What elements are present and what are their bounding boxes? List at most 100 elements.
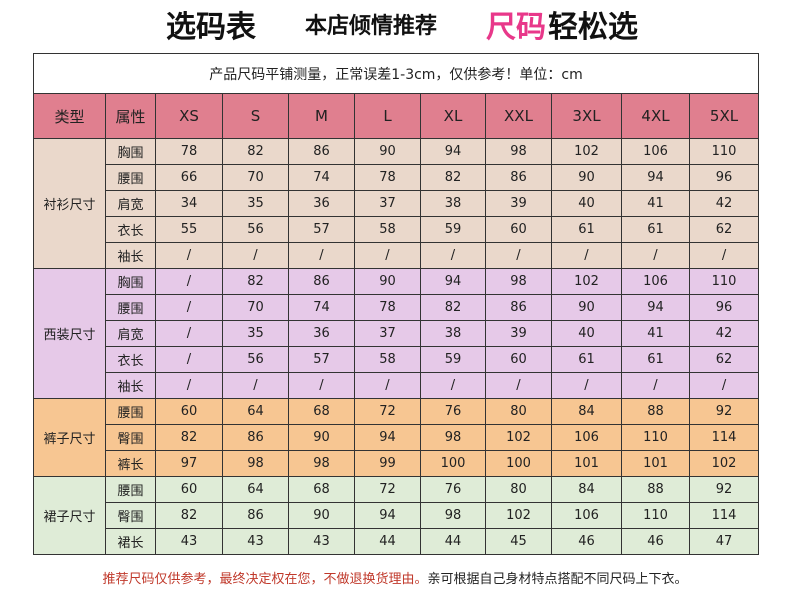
table-row: 衣长 55 56 57 58 59 60 61 61 62 bbox=[33, 216, 760, 243]
value-cell: 43 bbox=[155, 528, 223, 555]
value-cell: 102 bbox=[551, 138, 622, 165]
category-cell: 西装尺寸 bbox=[33, 268, 106, 399]
value-cell: 106 bbox=[551, 424, 622, 451]
size-table: 产品尺码平铺测量，正常误差1-3cm，仅供参考！单位：cm 类型 属性 XS S M L XL… bbox=[32, 53, 760, 555]
value-cell: 78 bbox=[354, 164, 421, 191]
category-cell: 衬衫尺寸 bbox=[33, 138, 106, 269]
value-cell: 82 bbox=[222, 268, 289, 295]
value-cell: 39 bbox=[485, 190, 552, 217]
value-cell: 82 bbox=[420, 294, 486, 321]
value-cell: 102 bbox=[688, 450, 760, 477]
attribute-cell: 肩宽 bbox=[105, 320, 156, 347]
value-cell: 90 bbox=[288, 502, 355, 529]
column-header: 类型 bbox=[33, 93, 106, 139]
value-cell: 42 bbox=[688, 320, 760, 347]
value-cell: 72 bbox=[354, 476, 421, 503]
value-cell: 94 bbox=[420, 138, 486, 165]
value-cell: 61 bbox=[621, 216, 690, 243]
value-cell: 57 bbox=[288, 346, 355, 373]
value-cell: 39 bbox=[485, 320, 552, 347]
column-header: XL bbox=[420, 93, 486, 139]
value-cell: / bbox=[621, 242, 690, 269]
footer-disclaimer: 推荐尺码仅供参考，最终决定权在您，不做退换货理由。 bbox=[102, 572, 428, 587]
column-header: XS bbox=[155, 93, 223, 139]
footer-note: 推荐尺码仅供参考，最终决定权在您，不做退换货理由。亲可根据自己身材特点搭配不同尺… bbox=[0, 568, 790, 587]
value-cell: 101 bbox=[621, 450, 690, 477]
table-row: 臀围 82 86 90 94 98 102 106 110 114 bbox=[33, 502, 760, 529]
value-cell: 94 bbox=[621, 294, 690, 321]
value-cell: 46 bbox=[551, 528, 622, 555]
value-cell: 110 bbox=[621, 502, 690, 529]
value-cell: 110 bbox=[688, 268, 760, 295]
value-cell: 56 bbox=[222, 346, 289, 373]
attribute-cell: 袖长 bbox=[105, 372, 156, 399]
value-cell: 34 bbox=[155, 190, 223, 217]
value-cell: 59 bbox=[420, 216, 486, 243]
value-cell: / bbox=[155, 294, 223, 321]
attribute-cell: 裙长 bbox=[105, 528, 156, 555]
value-cell: 90 bbox=[354, 268, 421, 295]
value-cell: 76 bbox=[420, 398, 486, 425]
table-row: 裙长 43 43 43 44 44 45 46 46 47 bbox=[33, 528, 760, 555]
value-cell: 35 bbox=[222, 320, 289, 347]
value-cell: 68 bbox=[288, 398, 355, 425]
value-cell: 55 bbox=[155, 216, 223, 243]
table-row: 腰围/70 74 78 82 86 90 94 96 bbox=[33, 294, 760, 321]
value-cell: / bbox=[354, 372, 421, 399]
column-header: 4XL bbox=[621, 93, 690, 139]
value-cell: 61 bbox=[551, 346, 622, 373]
value-cell: 56 bbox=[222, 216, 289, 243]
value-cell: 43 bbox=[288, 528, 355, 555]
value-cell: 46 bbox=[621, 528, 690, 555]
value-cell: / bbox=[155, 242, 223, 269]
value-cell: / bbox=[621, 372, 690, 399]
value-cell: 47 bbox=[688, 528, 760, 555]
value-cell: 100 bbox=[485, 450, 552, 477]
value-cell: 78 bbox=[155, 138, 223, 165]
value-cell: 60 bbox=[485, 216, 552, 243]
value-cell: 92 bbox=[688, 476, 760, 503]
value-cell: 80 bbox=[485, 398, 552, 425]
attribute-cell: 衣长 bbox=[105, 346, 156, 373]
value-cell: 43 bbox=[222, 528, 289, 555]
attribute-cell: 裤长 bbox=[105, 450, 156, 477]
value-cell: 42 bbox=[688, 190, 760, 217]
value-cell: 58 bbox=[354, 216, 421, 243]
value-cell: 92 bbox=[688, 398, 760, 425]
value-cell: 94 bbox=[621, 164, 690, 191]
value-cell: 44 bbox=[420, 528, 486, 555]
attribute-cell: 腰围 bbox=[105, 398, 156, 425]
title-easy-pick: 轻松选 bbox=[548, 10, 638, 45]
table-row: 肩宽/35 36 37 38 39 40 41 42 bbox=[33, 320, 760, 347]
value-cell: 106 bbox=[551, 502, 622, 529]
attribute-cell: 腰围 bbox=[105, 476, 156, 503]
category-cell: 裤子尺寸 bbox=[33, 398, 106, 477]
value-cell: / bbox=[485, 242, 552, 269]
value-cell: 98 bbox=[222, 450, 289, 477]
attribute-cell: 肩宽 bbox=[105, 190, 156, 217]
value-cell: 86 bbox=[288, 268, 355, 295]
value-cell: 110 bbox=[621, 424, 690, 451]
value-cell: 38 bbox=[420, 320, 486, 347]
value-cell: 102 bbox=[485, 502, 552, 529]
value-cell: / bbox=[222, 242, 289, 269]
value-cell: 36 bbox=[288, 190, 355, 217]
value-cell: / bbox=[551, 242, 622, 269]
measurement-note: 产品尺码平铺测量，正常误差1-3cm，仅供参考！单位：cm bbox=[32, 53, 760, 94]
value-cell: 72 bbox=[354, 398, 421, 425]
value-cell: 86 bbox=[485, 294, 552, 321]
value-cell: / bbox=[155, 268, 223, 295]
value-cell: 68 bbox=[288, 476, 355, 503]
category-cell: 裙子尺寸 bbox=[33, 476, 106, 555]
title-size-highlight: 尺码 bbox=[486, 10, 546, 45]
value-cell: 40 bbox=[551, 320, 622, 347]
value-cell: 96 bbox=[688, 164, 760, 191]
value-cell: 86 bbox=[222, 424, 289, 451]
value-cell: 64 bbox=[222, 476, 289, 503]
table-row: 臀围 82 86 90 94 98 102 106 110 114 bbox=[33, 424, 760, 451]
value-cell: 45 bbox=[485, 528, 552, 555]
value-cell: / bbox=[155, 346, 223, 373]
table-row: 西装尺寸 胸围/82 86 90 94 98 102 106 110 bbox=[33, 268, 760, 399]
value-cell: 35 bbox=[222, 190, 289, 217]
value-cell: 90 bbox=[551, 164, 622, 191]
